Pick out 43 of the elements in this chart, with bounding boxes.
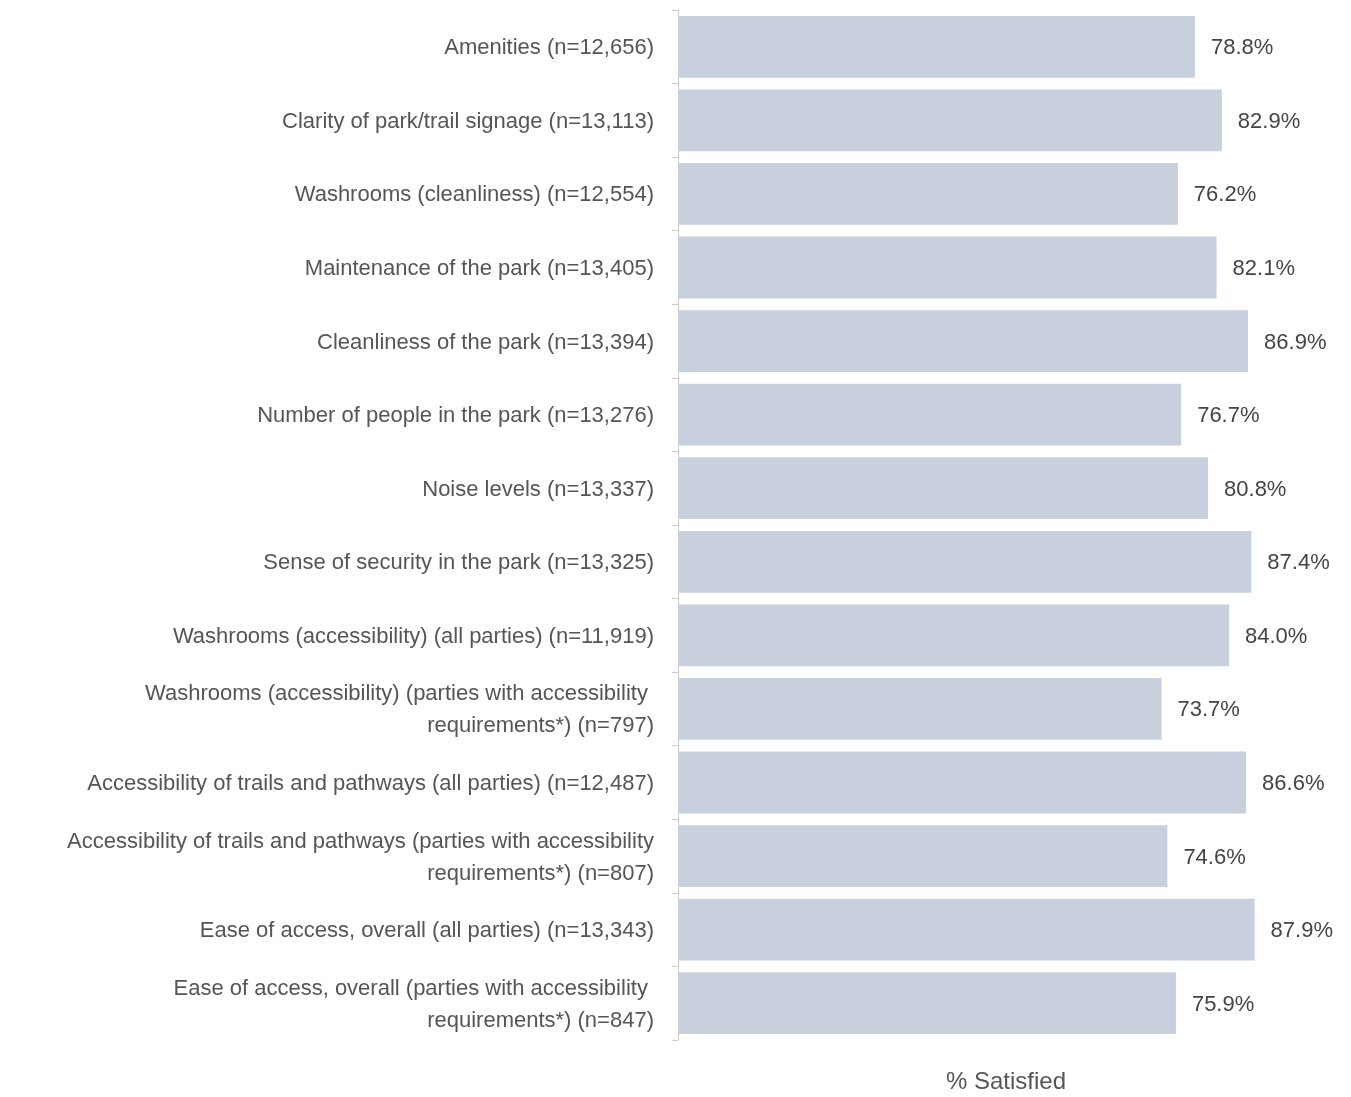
y-tick-label: Accessibility of trails and pathways (all parties) (n=12,487): [87, 770, 654, 795]
data-label: 74.6%: [1183, 843, 1246, 869]
data-label: 82.1%: [1232, 255, 1295, 280]
y-tick-label: Clarity of park/trail signage (n=13,113): [282, 107, 654, 133]
data-label: 82.9%: [1237, 107, 1301, 133]
data-label: 84.0%: [1245, 622, 1308, 648]
x-axis-title: % Satisfied: [945, 1066, 1067, 1094]
bar: [678, 972, 1176, 1035]
bar: [678, 898, 1255, 961]
y-tick-label: Washrooms (cleanliness) (n=12,554): [294, 181, 654, 207]
bar: [678, 825, 1168, 887]
y-tick-label: Amenities (n=12,656): [444, 34, 654, 60]
bar: [678, 15, 1195, 78]
bar: [678, 604, 1230, 667]
data-label: 78.8%: [1210, 34, 1274, 60]
y-tick-label: Accessibility of trails and pathways (parties with accessibility requirements*) (n=807): [67, 827, 654, 885]
data-label: 86.6%: [1262, 770, 1325, 795]
bar: [678, 310, 1249, 372]
data-label: 87.9%: [1270, 917, 1334, 943]
y-tick-label: Ease of access, overall (parties with accessibility requirements*) (n=847): [173, 974, 654, 1032]
y-tick-label: Maintenance of the park (n=13,405): [304, 255, 654, 280]
bar: [678, 236, 1217, 299]
y-tick-label: Number of people in the park (n=13,276): [257, 402, 654, 428]
bar: [678, 678, 1162, 740]
y-tick-label: Washrooms (accessibility) (parties with accessibility requirements*) (n=797): [145, 680, 654, 738]
y-tick-label: Washrooms (accessibility) (all parties) (n=11,919): [172, 622, 654, 648]
data-label: 76.7%: [1197, 402, 1260, 428]
y-tick-label: Cleanliness of the park (n=13,394): [317, 328, 654, 354]
data-label: 80.8%: [1224, 475, 1287, 501]
bar: [678, 163, 1178, 225]
data-label: 73.7%: [1177, 696, 1240, 722]
bar: [678, 383, 1182, 446]
y-tick-label: Ease of access, overall (all parties) (n=13,343): [199, 917, 654, 943]
bar: [678, 457, 1209, 520]
y-tick-label: Sense of security in the park (n=13,325): [263, 549, 654, 575]
data-label: 75.9%: [1191, 990, 1255, 1016]
bar: [678, 751, 1247, 814]
y-tick-label: Noise levels (n=13,337): [422, 475, 654, 501]
data-label: 86.9%: [1264, 328, 1327, 354]
bar: [678, 530, 1252, 593]
bar: [678, 89, 1222, 152]
data-label: 76.2%: [1193, 181, 1257, 207]
data-label: 87.4%: [1267, 549, 1330, 575]
